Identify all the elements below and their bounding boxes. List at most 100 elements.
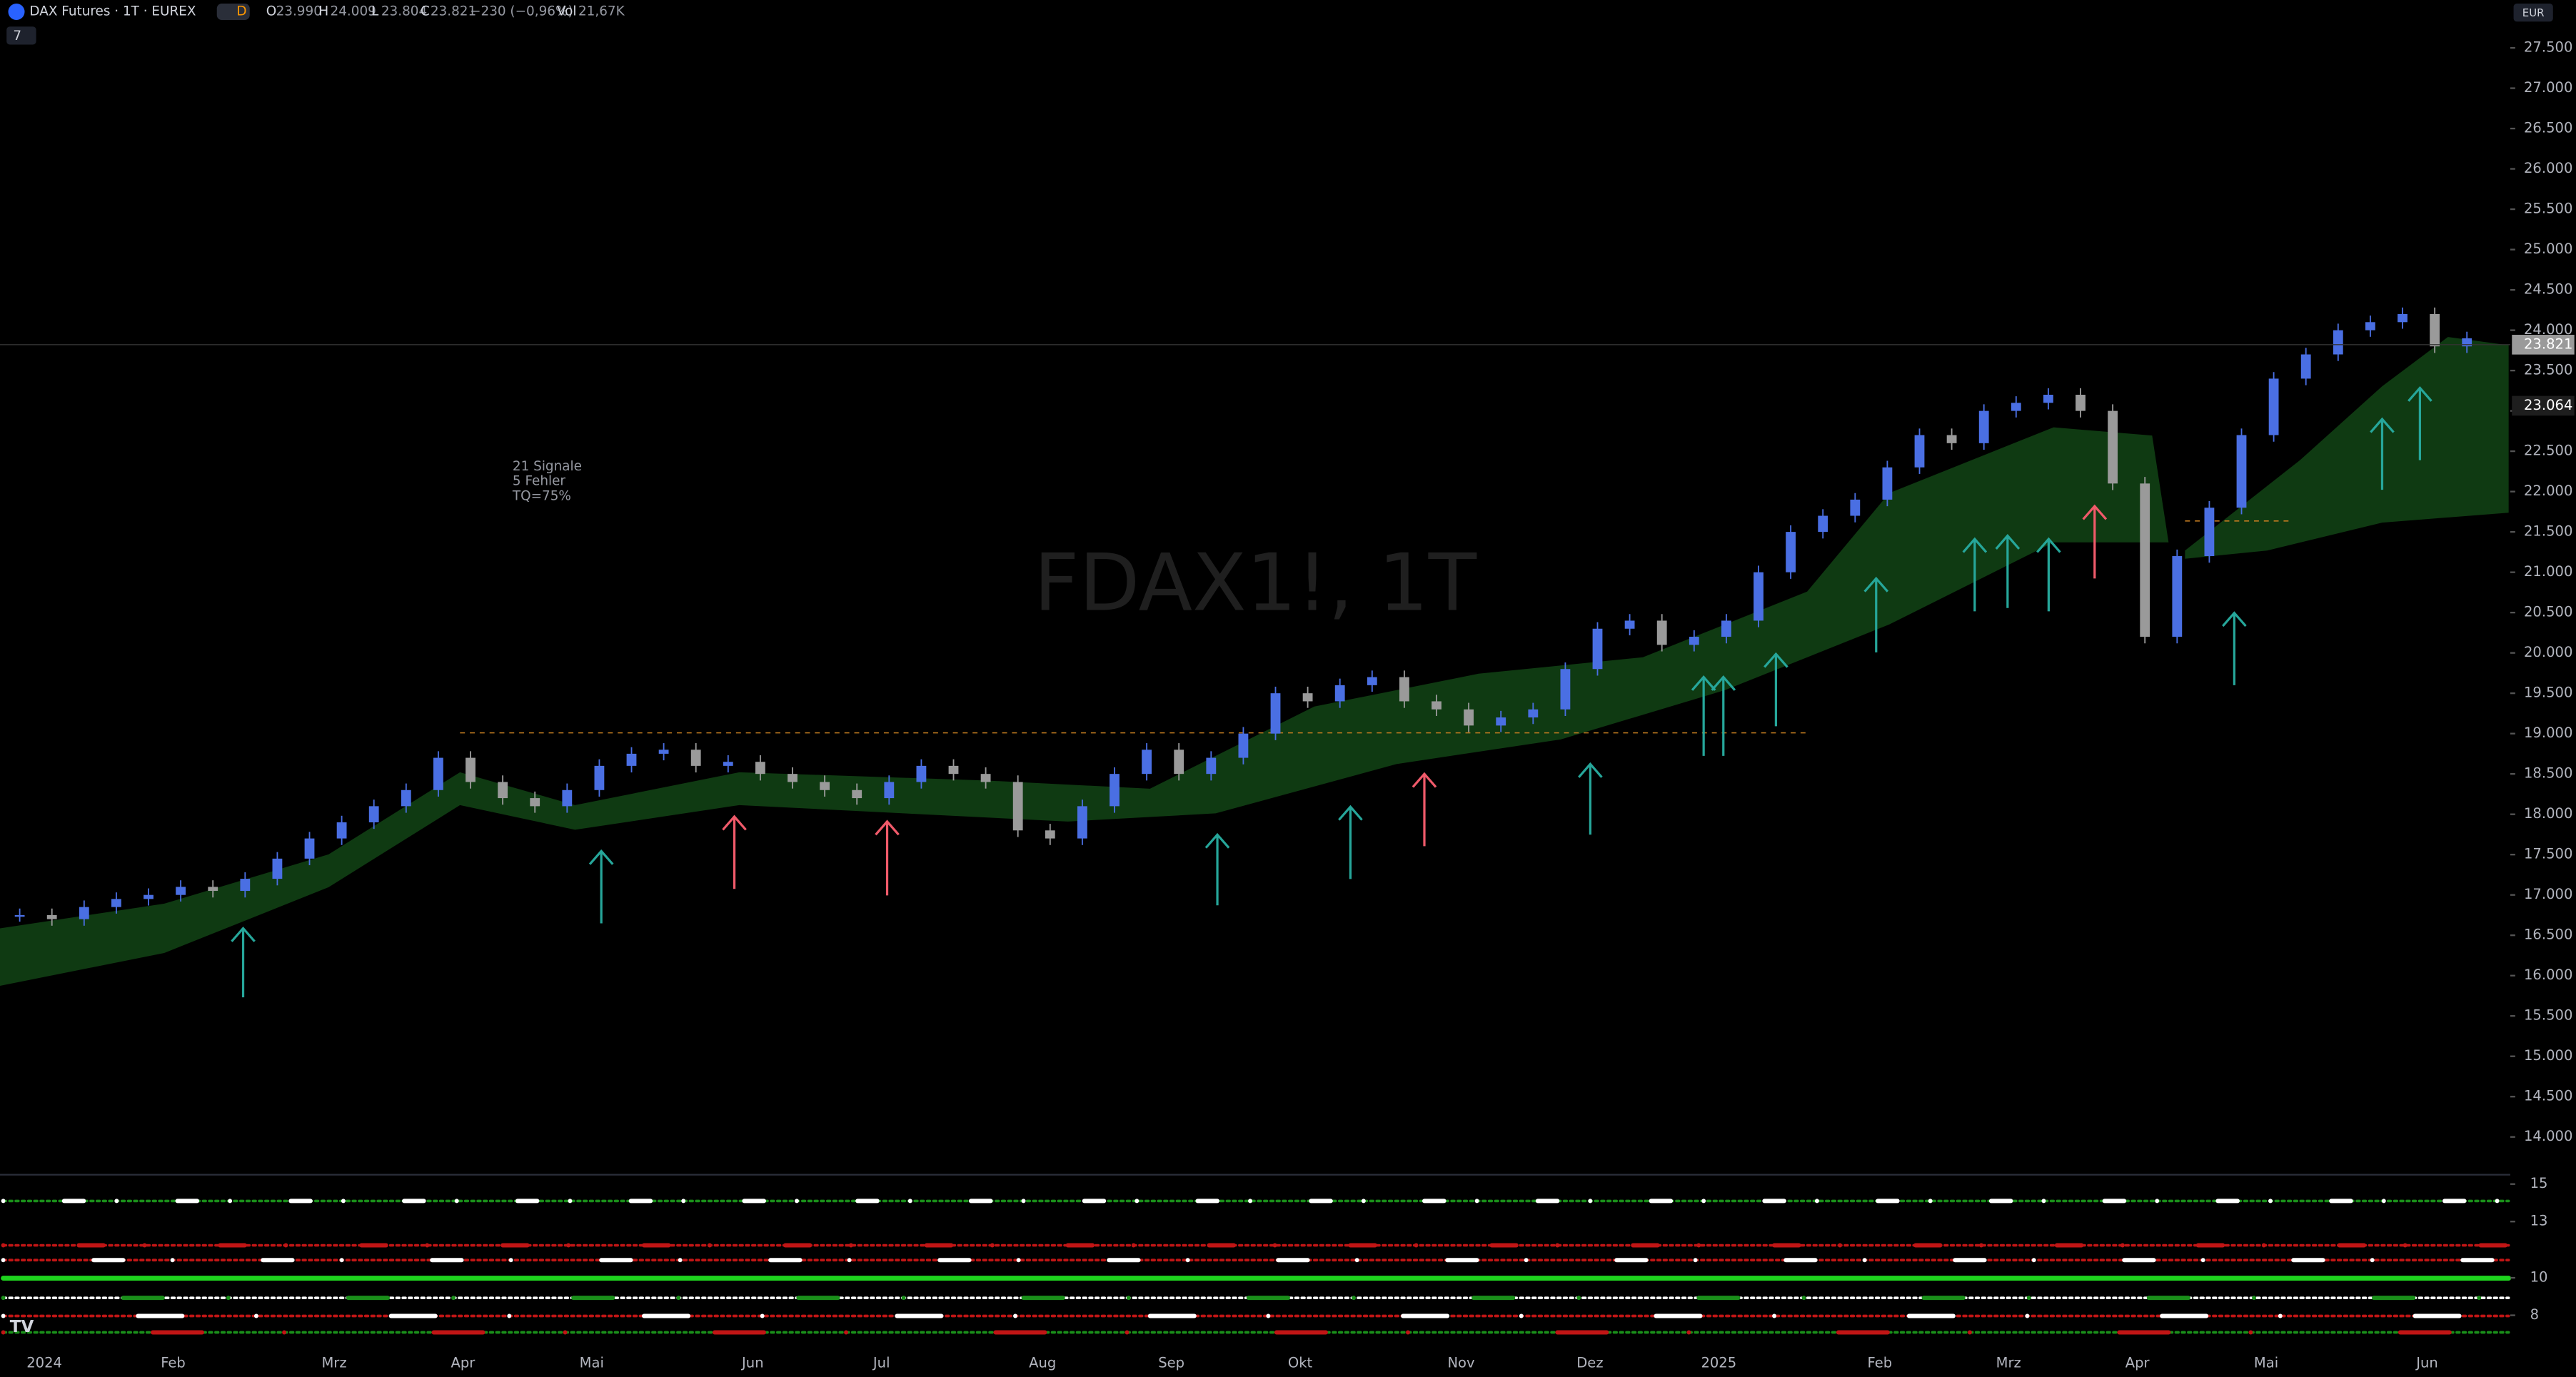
currency-button[interactable] xyxy=(2513,3,2553,22)
y-tick-label: 20.000 xyxy=(2524,644,2572,660)
y-tick-label: 17.500 xyxy=(2524,846,2572,862)
x-tick-label: Mrz xyxy=(321,1355,346,1371)
signal-arrow xyxy=(722,814,747,889)
candle xyxy=(1238,733,1249,758)
y-tick-label: 21.500 xyxy=(2524,523,2572,540)
h-label: H xyxy=(318,4,328,19)
x-tick-label: Mai xyxy=(580,1355,604,1371)
y-tick-label: 26.000 xyxy=(2524,160,2572,176)
x-tick-label: Jun xyxy=(740,1355,764,1371)
high: 24.009 xyxy=(331,4,376,19)
y-tick-label: 15.500 xyxy=(2524,1007,2572,1024)
y-tick-label: 24.500 xyxy=(2524,281,2572,298)
y-tick-label: 25.000 xyxy=(2524,241,2572,257)
cloud-band xyxy=(0,427,2169,986)
y-tick-label: 20.500 xyxy=(2524,604,2572,620)
symbol-icon xyxy=(8,3,25,20)
signal-arrow xyxy=(875,819,900,896)
logo: TV xyxy=(10,1318,34,1336)
candle xyxy=(2108,410,2118,484)
currency[interactable]: EUR xyxy=(2522,6,2545,19)
y-tick-label: 14.000 xyxy=(2524,1128,2572,1144)
candle xyxy=(368,806,379,822)
y-tick-label: 14.500 xyxy=(2524,1088,2572,1104)
y-tick-label: 18.000 xyxy=(2524,805,2572,822)
candle xyxy=(176,887,186,895)
candle xyxy=(79,907,89,919)
vol-label: Vol xyxy=(557,4,577,19)
candle xyxy=(1302,693,1313,702)
x-tick-label: Apr xyxy=(2125,1355,2150,1371)
candle xyxy=(1624,620,1635,629)
candle xyxy=(304,838,315,859)
candle xyxy=(1978,410,1989,443)
candle xyxy=(1012,782,1023,831)
candle xyxy=(1850,499,1861,516)
candle xyxy=(466,757,476,782)
y-tick-label: 16.500 xyxy=(2524,927,2572,943)
candle xyxy=(1689,637,1699,645)
candle xyxy=(433,757,443,790)
x-tick-label: Jul xyxy=(872,1355,890,1371)
annotation-line: TQ=75% xyxy=(512,488,571,503)
candle xyxy=(1786,532,1796,573)
price-tag-label: 23.821 xyxy=(2524,336,2572,352)
indicator-tick-label: 15 xyxy=(2530,1175,2548,1191)
x-tick-label: Feb xyxy=(161,1355,186,1371)
candle xyxy=(1592,628,1603,670)
candle xyxy=(690,750,701,766)
x-tick-label: Nov xyxy=(1447,1355,1474,1371)
candle xyxy=(2462,338,2472,347)
candle xyxy=(916,765,927,782)
candle xyxy=(2398,313,2408,323)
candle xyxy=(1174,750,1184,775)
candle xyxy=(111,899,121,907)
candle xyxy=(1464,709,1474,726)
candle xyxy=(1110,774,1120,807)
x-tick-label: Aug xyxy=(1029,1355,1056,1371)
signal-arrow xyxy=(1691,675,1716,756)
watermark: FDAX1!, 1T xyxy=(1034,537,1477,629)
signal-arrow xyxy=(1578,762,1603,835)
candle xyxy=(1560,669,1571,710)
indicators-count[interactable]: 7 xyxy=(13,29,21,44)
annotation-line: 21 Signale xyxy=(513,459,582,474)
y-tick-label: 16.000 xyxy=(2524,967,2572,983)
candle xyxy=(208,887,218,892)
candle xyxy=(2430,313,2440,347)
candle xyxy=(1206,757,1217,775)
indicators-toggle[interactable] xyxy=(6,26,36,45)
candle xyxy=(498,782,508,799)
badge: D xyxy=(236,4,246,19)
candle xyxy=(723,762,733,766)
candle xyxy=(980,774,991,782)
candle xyxy=(2365,322,2375,331)
price-tag xyxy=(2512,395,2575,416)
y-tick-label: 19.000 xyxy=(2524,725,2572,741)
y-tick-label: 27.500 xyxy=(2524,39,2572,56)
candle xyxy=(948,765,959,775)
price-tag xyxy=(2512,335,2575,355)
cloud xyxy=(0,337,2509,986)
annotation-line: 5 Fehler xyxy=(513,474,566,489)
candle xyxy=(820,782,830,790)
indicator-rows xyxy=(1,1199,2512,1335)
candle xyxy=(2043,395,2053,403)
candle xyxy=(2333,330,2343,355)
close: 23.821 xyxy=(431,4,476,19)
candle xyxy=(1367,677,1377,685)
x-tick-label: 2024 xyxy=(26,1355,62,1371)
signal-arrow xyxy=(231,927,256,998)
candle xyxy=(1496,717,1506,726)
candle xyxy=(2300,354,2311,379)
signal-arrow xyxy=(1412,772,1437,847)
candle xyxy=(1721,620,1731,637)
y-tick-label: 18.500 xyxy=(2524,765,2572,782)
x-tick-label: 2025 xyxy=(1701,1355,1736,1371)
candle xyxy=(2204,508,2215,557)
y-tick-label: 21.000 xyxy=(2524,563,2572,580)
x-tick-label: Dez xyxy=(1576,1355,1603,1371)
x-tick-label: Feb xyxy=(1868,1355,1893,1371)
y-tick-label: 26.500 xyxy=(2524,120,2572,136)
